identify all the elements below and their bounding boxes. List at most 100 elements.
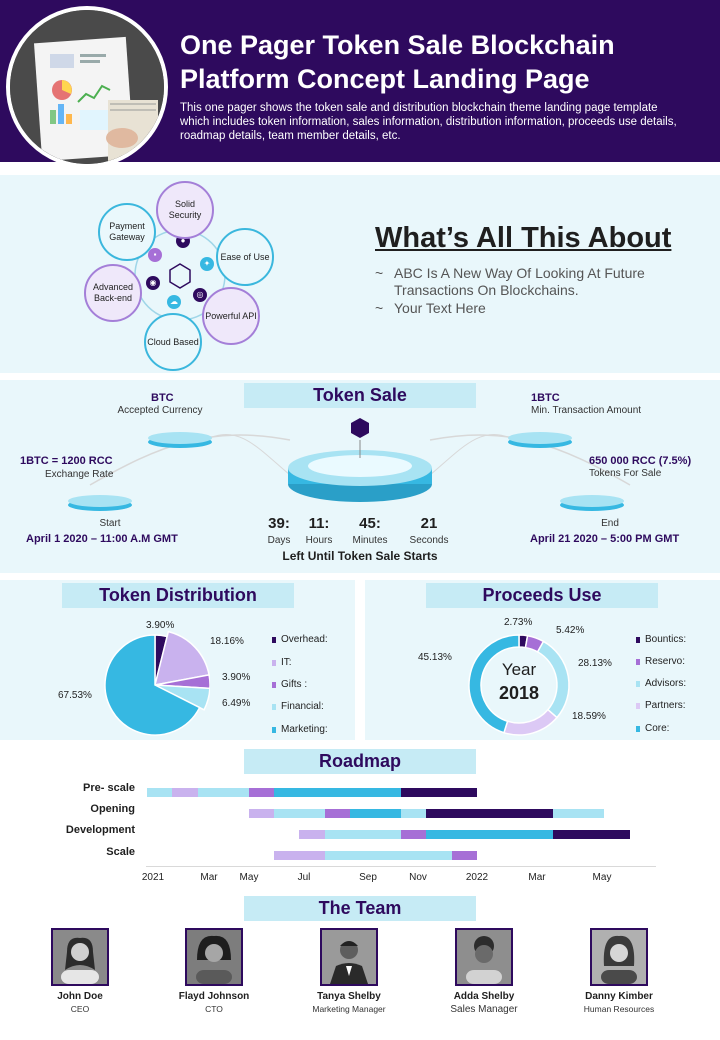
roadmap-bar-opening (350, 809, 401, 818)
page-subtitle: This one pager shows the token sale and … (180, 102, 677, 142)
slice-core (468, 634, 520, 734)
bubble-payment-gateway: Payment Gateway (98, 203, 156, 261)
roadmap-bar-opening (324, 809, 351, 818)
exchange-rate-value: 1BTC = 1200 RCC (20, 455, 113, 467)
countdown-caption: Left Until Token Sale Starts (282, 549, 438, 563)
dist-label-overhead: 3.90% (146, 620, 175, 631)
min-tx-label: Min. Transaction Amount (531, 405, 642, 416)
dash-bullet: ~ (375, 265, 384, 281)
about-item: ~ ABC Is A New Way Of Looking At Future … (375, 265, 645, 298)
roadmap-bar-opening (401, 809, 427, 818)
ease-node-icon: ✦ (200, 257, 214, 271)
roadmap-bar-pre-scale (197, 788, 249, 797)
roadmap-row-pre-scale: Pre- scale (83, 782, 135, 794)
roadmap-tick: 2021 (141, 872, 165, 883)
proc-label-bountics: 2.73% (504, 617, 533, 628)
team-member: Adda Shelby Sales Manager (434, 928, 534, 1015)
slice-marketing (104, 634, 201, 736)
roadmap-bar-scale (274, 851, 325, 860)
roadmap-bar-development (426, 830, 554, 839)
min-tx-value: 1BTC (531, 392, 560, 404)
roadmap-bar-opening (553, 809, 605, 818)
roadmap-row-development: Development (65, 824, 135, 836)
avatar (51, 928, 109, 986)
tokens-for-sale-label: Tokens For Sale (589, 468, 662, 479)
countdown-days: 39: (268, 515, 290, 532)
dist-label-marketing: 67.53% (58, 690, 92, 701)
avatar (455, 928, 513, 986)
roadmap-title: Roadmap (244, 749, 476, 774)
roadmap-bar-opening (248, 809, 274, 818)
roadmap-bar-development (299, 830, 325, 839)
roadmap-bar-pre-scale (274, 788, 401, 797)
start-label: Start (99, 518, 121, 529)
bubble-ease-of-use: Ease of Use (216, 228, 274, 286)
avatar (320, 928, 378, 986)
currency-value: BTC (151, 392, 174, 404)
roadmap-bar-pre-scale (248, 788, 274, 797)
proceeds-center-year: 2018 (498, 683, 540, 703)
roadmap-row-opening: Opening (90, 803, 135, 815)
currency-label: Accepted Currency (117, 405, 203, 416)
roadmap-tick: Mar (528, 872, 546, 883)
countdown-seconds: 21 (420, 515, 438, 532)
about-item: ~ Your Text Here (375, 300, 486, 316)
proc-label-advisors: 28.13% (578, 658, 612, 669)
team-member: Tanya Shelby Marketing Manager (299, 928, 399, 1014)
roadmap-bar-scale (324, 851, 452, 860)
roadmap-tick: Nov (409, 872, 427, 883)
tokens-for-sale-value: 650 000 RCC (7.5%) (589, 455, 692, 467)
dist-label-gifts: 3.90% (222, 672, 251, 683)
roadmap-bar-pre-scale (172, 788, 198, 797)
roadmap-tick: Jul (297, 872, 311, 883)
distribution-title: Token Distribution (62, 583, 294, 608)
header-photo (6, 6, 168, 168)
cloud-node-icon: ☁ (167, 295, 181, 309)
bubble-powerful-api: Powerful API (202, 287, 260, 345)
start-date: April 1 2020 – 11:00 A.M GMT (26, 533, 178, 545)
page-title: One Pager Token Sale Blockchain Platform… (180, 30, 615, 94)
payment-node-icon: ▪ (148, 248, 162, 262)
team-member: John Doe CEO (30, 928, 130, 1014)
roadmap-tick: May (239, 872, 259, 883)
team-title: The Team (244, 896, 476, 921)
avatar (590, 928, 648, 986)
token-sale-title: Token Sale (244, 383, 476, 408)
countdown-days-label: Days (267, 535, 291, 546)
countdown-seconds-label: Seconds (409, 535, 449, 546)
proceeds-title: Proceeds Use (426, 583, 658, 608)
avatar (185, 928, 243, 986)
bubble-solid-security: Solid Security (156, 181, 214, 239)
end-label: End (601, 518, 619, 529)
countdown-minutes-label: Minutes (352, 535, 388, 546)
team-member: Danny Kimber Human Resources (569, 928, 669, 1014)
team-member: Flayd Johnson CTO (164, 928, 264, 1014)
slice-it (153, 630, 210, 686)
roadmap-tick: 2022 (465, 872, 489, 883)
distribution-pie-chart (104, 630, 210, 736)
roadmap-tick: May (592, 872, 612, 883)
roadmap-tick: Sep (359, 872, 377, 883)
roadmap-bar-development (401, 830, 427, 839)
countdown-hours: 11: (308, 515, 330, 532)
roadmap-bar-scale (451, 851, 478, 860)
countdown-hours-label: Hours (305, 535, 333, 546)
proceeds-center-label: Year (501, 660, 537, 679)
token-sale-graphic (68, 418, 631, 511)
proceeds-donut-chart (468, 634, 570, 736)
bubble-advanced-backend: Advanced Back-end (84, 264, 142, 322)
roadmap-bar-development (324, 830, 401, 839)
api-node-icon: ◎ (193, 288, 207, 302)
proc-label-partners: 18.59% (572, 711, 606, 722)
backend-node-icon: ◉ (146, 276, 160, 290)
bubble-cloud-based: Cloud Based (144, 313, 202, 371)
dist-label-financial: 6.49% (222, 698, 251, 709)
roadmap-axis (146, 866, 656, 867)
roadmap-bar-opening (426, 809, 554, 818)
exchange-rate-label: Exchange Rate (45, 469, 114, 480)
dash-bullet: ~ (375, 300, 384, 316)
end-date: April 21 2020 – 5:00 PM GMT (530, 533, 680, 545)
countdown-minutes: 45: (359, 515, 381, 532)
roadmap-tick: Mar (200, 872, 218, 883)
roadmap-row-scale: Scale (106, 846, 135, 858)
